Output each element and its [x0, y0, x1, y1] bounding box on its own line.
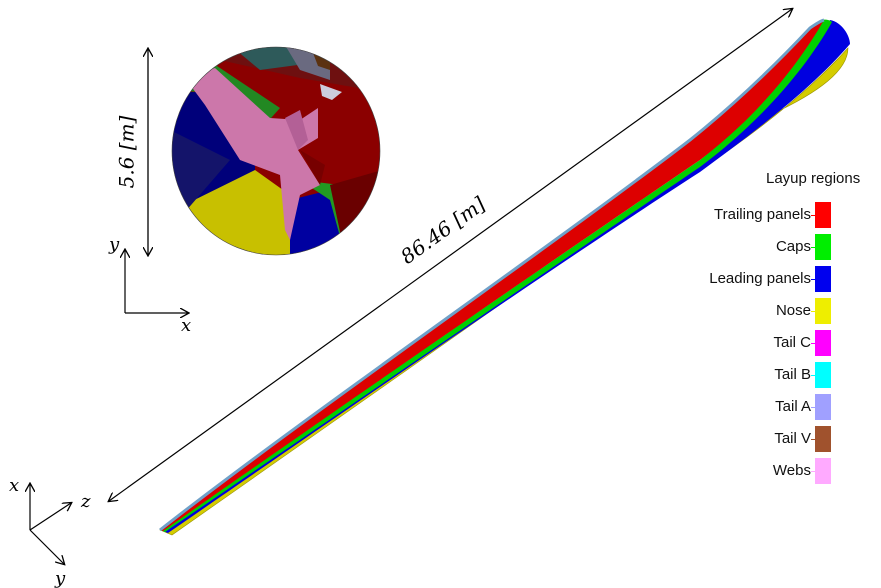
- legend-tick: [811, 471, 815, 472]
- legend-title: Layup regions: [766, 170, 861, 187]
- legend-label: Caps: [775, 238, 811, 255]
- legend-swatch: [815, 394, 831, 420]
- corner-x-axis-label: x: [9, 475, 19, 496]
- inset-x-axis-label: x: [181, 315, 191, 336]
- legend-item-tail-b: Tail B: [672, 362, 881, 388]
- legend-item-leading-panels: Leading panels: [672, 266, 881, 292]
- blade-cross-section: [172, 47, 380, 255]
- length-dimension-arrow: [109, 9, 792, 501]
- legend-tick: [811, 439, 815, 440]
- legend-tick: [811, 375, 815, 376]
- legend-item-trailing-panels: Trailing panels: [672, 202, 881, 228]
- legend-swatch: [815, 362, 831, 388]
- legend-item-tail-c: Tail C: [672, 330, 881, 356]
- corner-y-axis-label: y: [54, 568, 66, 588]
- legend-label: Webs: [772, 462, 811, 479]
- inset-axes: y x: [108, 234, 191, 336]
- legend-swatch: [815, 458, 831, 484]
- legend-item-tail-a: Tail A: [672, 394, 881, 420]
- legend-tick: [811, 279, 815, 280]
- legend-item-nose: Nose: [672, 298, 881, 324]
- legend-label: Nose: [775, 302, 811, 319]
- corner-z-axis-label: z: [80, 491, 91, 512]
- legend-swatch: [815, 234, 831, 260]
- legend-tick: [811, 407, 815, 408]
- legend-label: Tail C: [773, 334, 811, 351]
- length-label: 86.46 [m]: [396, 192, 490, 269]
- legend-label: Tail B: [774, 366, 811, 383]
- legend-tick: [811, 311, 815, 312]
- legend-tick: [811, 247, 815, 248]
- diameter-label: 5.6 [m]: [115, 115, 139, 188]
- legend-label: Tail V: [774, 430, 811, 447]
- legend-item-webs: Webs: [672, 458, 881, 484]
- legend-label: Leading panels: [709, 270, 811, 287]
- legend-swatch: [815, 298, 831, 324]
- inset-y-axis-label: y: [108, 234, 120, 255]
- legend-swatch: [815, 330, 831, 356]
- legend-label: Tail A: [775, 398, 811, 415]
- legend-swatch: [815, 266, 831, 292]
- legend-label: Trailing panels: [714, 206, 811, 223]
- legend-swatch: [815, 202, 831, 228]
- legend-tick: [811, 343, 815, 344]
- legend-item-tail-v: Tail V: [672, 426, 881, 452]
- legend-swatch: [815, 426, 831, 452]
- legend-tick: [811, 215, 815, 216]
- corner-axes: x z y: [9, 475, 91, 588]
- legend-item-caps: Caps: [672, 234, 881, 260]
